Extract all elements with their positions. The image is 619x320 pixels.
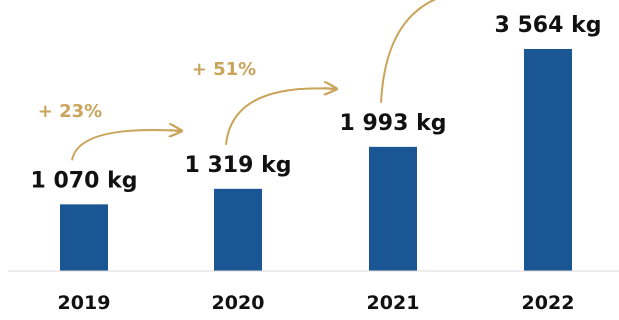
growth-arrow-3 (380, 0, 437, 103)
growth-label-2: + 51% (192, 59, 256, 80)
bar-2019 (60, 204, 108, 271)
value-label-2019: 1 070 kg (31, 168, 138, 193)
bar-2020 (214, 188, 262, 271)
value-label-2021: 1 993 kg (340, 111, 447, 136)
bar-2022 (524, 49, 572, 271)
growth-label-1: + 23% (38, 101, 102, 122)
category-label-2020: 2020 (212, 292, 265, 314)
value-label-2020: 1 319 kg (185, 153, 292, 178)
value-label-2022: 3 564 kg (495, 13, 602, 38)
growth-arrow-2 (225, 88, 335, 145)
bars-layer (60, 49, 572, 271)
category-label-2022: 2022 (522, 292, 575, 314)
growth-arrows-layer: + 23%+ 51%+79% (38, 0, 437, 161)
growth-arrow-1 (71, 130, 180, 161)
category-label-2019: 2019 (58, 292, 111, 314)
bar-2021 (369, 146, 417, 271)
category-label-2021: 2021 (367, 292, 420, 314)
labels-layer: 1 070 kg 2019 1 319 kg 2020 1 993 kg 2021 3 56… (31, 13, 602, 314)
